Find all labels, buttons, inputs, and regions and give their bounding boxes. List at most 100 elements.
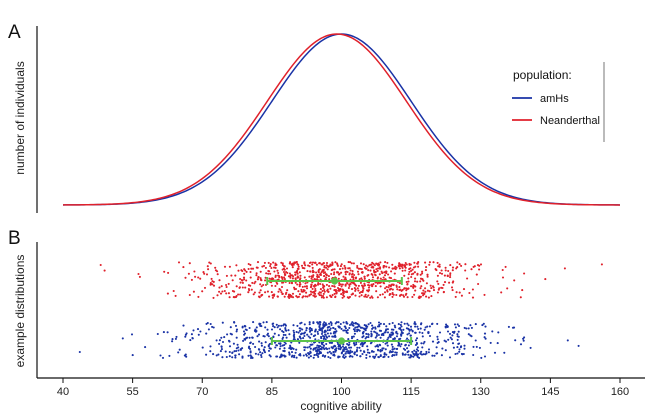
- point-amhs: [390, 343, 393, 346]
- point-amhs: [351, 350, 354, 353]
- point-neanderthal: [359, 262, 363, 265]
- point-amhs: [192, 329, 195, 332]
- point-amhs: [299, 354, 302, 357]
- density-curve-neanderthal: [62, 33, 621, 206]
- x-tick-label: 160: [611, 386, 629, 398]
- point-amhs: [431, 340, 435, 343]
- point-amhs: [297, 331, 300, 334]
- point-neanderthal: [312, 274, 315, 277]
- point-amhs: [472, 353, 475, 357]
- point-neanderthal: [363, 295, 366, 298]
- point-neanderthal: [444, 269, 447, 272]
- point-neanderthal: [352, 262, 355, 265]
- point-amhs: [245, 337, 248, 340]
- point-amhs: [267, 344, 270, 347]
- point-neanderthal: [344, 266, 347, 269]
- point-amhs: [377, 356, 380, 359]
- point-amhs: [278, 347, 281, 350]
- point-amhs: [272, 322, 275, 325]
- point-amhs: [256, 335, 259, 338]
- point-neanderthal: [462, 288, 466, 291]
- point-neanderthal: [269, 265, 272, 268]
- point-amhs: [220, 348, 223, 351]
- point-amhs: [321, 334, 325, 338]
- point-neanderthal: [250, 288, 253, 291]
- point-amhs: [316, 352, 319, 355]
- point-amhs: [408, 356, 411, 359]
- point-amhs: [212, 353, 215, 356]
- point-neanderthal: [103, 269, 106, 272]
- point-neanderthal: [458, 291, 461, 294]
- point-neanderthal: [348, 267, 351, 270]
- point-amhs: [399, 327, 402, 331]
- point-neanderthal: [340, 293, 343, 296]
- point-neanderthal: [249, 270, 252, 274]
- point-neanderthal: [311, 275, 314, 278]
- point-neanderthal: [411, 295, 414, 299]
- point-amhs: [235, 349, 238, 353]
- point-neanderthal: [403, 287, 406, 290]
- point-amhs: [235, 328, 239, 331]
- point-amhs: [316, 330, 319, 333]
- point-amhs: [436, 341, 439, 345]
- point-amhs: [209, 345, 212, 348]
- point-amhs: [450, 338, 453, 341]
- point-amhs: [340, 346, 343, 349]
- point-amhs: [374, 355, 377, 358]
- point-neanderthal: [237, 293, 240, 296]
- point-amhs: [276, 326, 279, 329]
- point-amhs: [290, 351, 294, 354]
- point-amhs: [258, 348, 261, 351]
- point-amhs: [436, 338, 439, 341]
- point-neanderthal: [354, 283, 357, 286]
- point-amhs: [467, 333, 470, 336]
- point-amhs: [475, 345, 478, 348]
- point-neanderthal: [398, 263, 401, 266]
- point-amhs: [283, 350, 286, 353]
- point-amhs: [243, 332, 247, 335]
- point-neanderthal: [209, 282, 212, 285]
- point-neanderthal: [500, 291, 503, 294]
- point-neanderthal: [452, 280, 455, 283]
- panel-a-letter: A: [8, 22, 21, 43]
- point-neanderthal: [339, 287, 342, 291]
- point-neanderthal: [205, 273, 209, 276]
- x-tick-label: 130: [472, 386, 490, 398]
- point-amhs: [260, 325, 263, 328]
- point-amhs: [249, 356, 253, 360]
- point-amhs: [443, 339, 446, 342]
- point-neanderthal: [444, 266, 447, 269]
- point-amhs: [356, 346, 359, 349]
- point-amhs: [304, 346, 307, 349]
- point-amhs: [400, 343, 403, 346]
- point-neanderthal: [414, 289, 417, 292]
- point-amhs: [391, 350, 394, 353]
- point-amhs: [267, 335, 270, 338]
- point-neanderthal: [259, 289, 262, 292]
- point-amhs: [224, 350, 227, 353]
- point-amhs: [371, 324, 374, 327]
- point-neanderthal: [259, 283, 262, 286]
- point-amhs: [166, 331, 169, 334]
- point-neanderthal: [425, 282, 428, 285]
- point-neanderthal: [243, 268, 246, 271]
- point-amhs: [284, 333, 287, 337]
- point-neanderthal: [430, 287, 433, 290]
- point-amhs: [347, 338, 350, 341]
- point-amhs: [319, 323, 322, 326]
- point-neanderthal: [280, 275, 283, 279]
- point-amhs: [349, 346, 353, 349]
- point-neanderthal: [351, 270, 354, 273]
- point-neanderthal: [337, 273, 341, 276]
- point-amhs: [458, 350, 461, 353]
- point-neanderthal: [309, 286, 313, 289]
- point-amhs: [420, 342, 423, 345]
- point-neanderthal: [475, 273, 478, 276]
- point-amhs: [334, 322, 337, 325]
- point-neanderthal: [388, 293, 391, 297]
- point-neanderthal: [392, 284, 395, 287]
- point-neanderthal: [138, 275, 141, 278]
- point-amhs: [275, 323, 278, 326]
- point-amhs: [415, 337, 419, 340]
- point-neanderthal: [405, 289, 408, 292]
